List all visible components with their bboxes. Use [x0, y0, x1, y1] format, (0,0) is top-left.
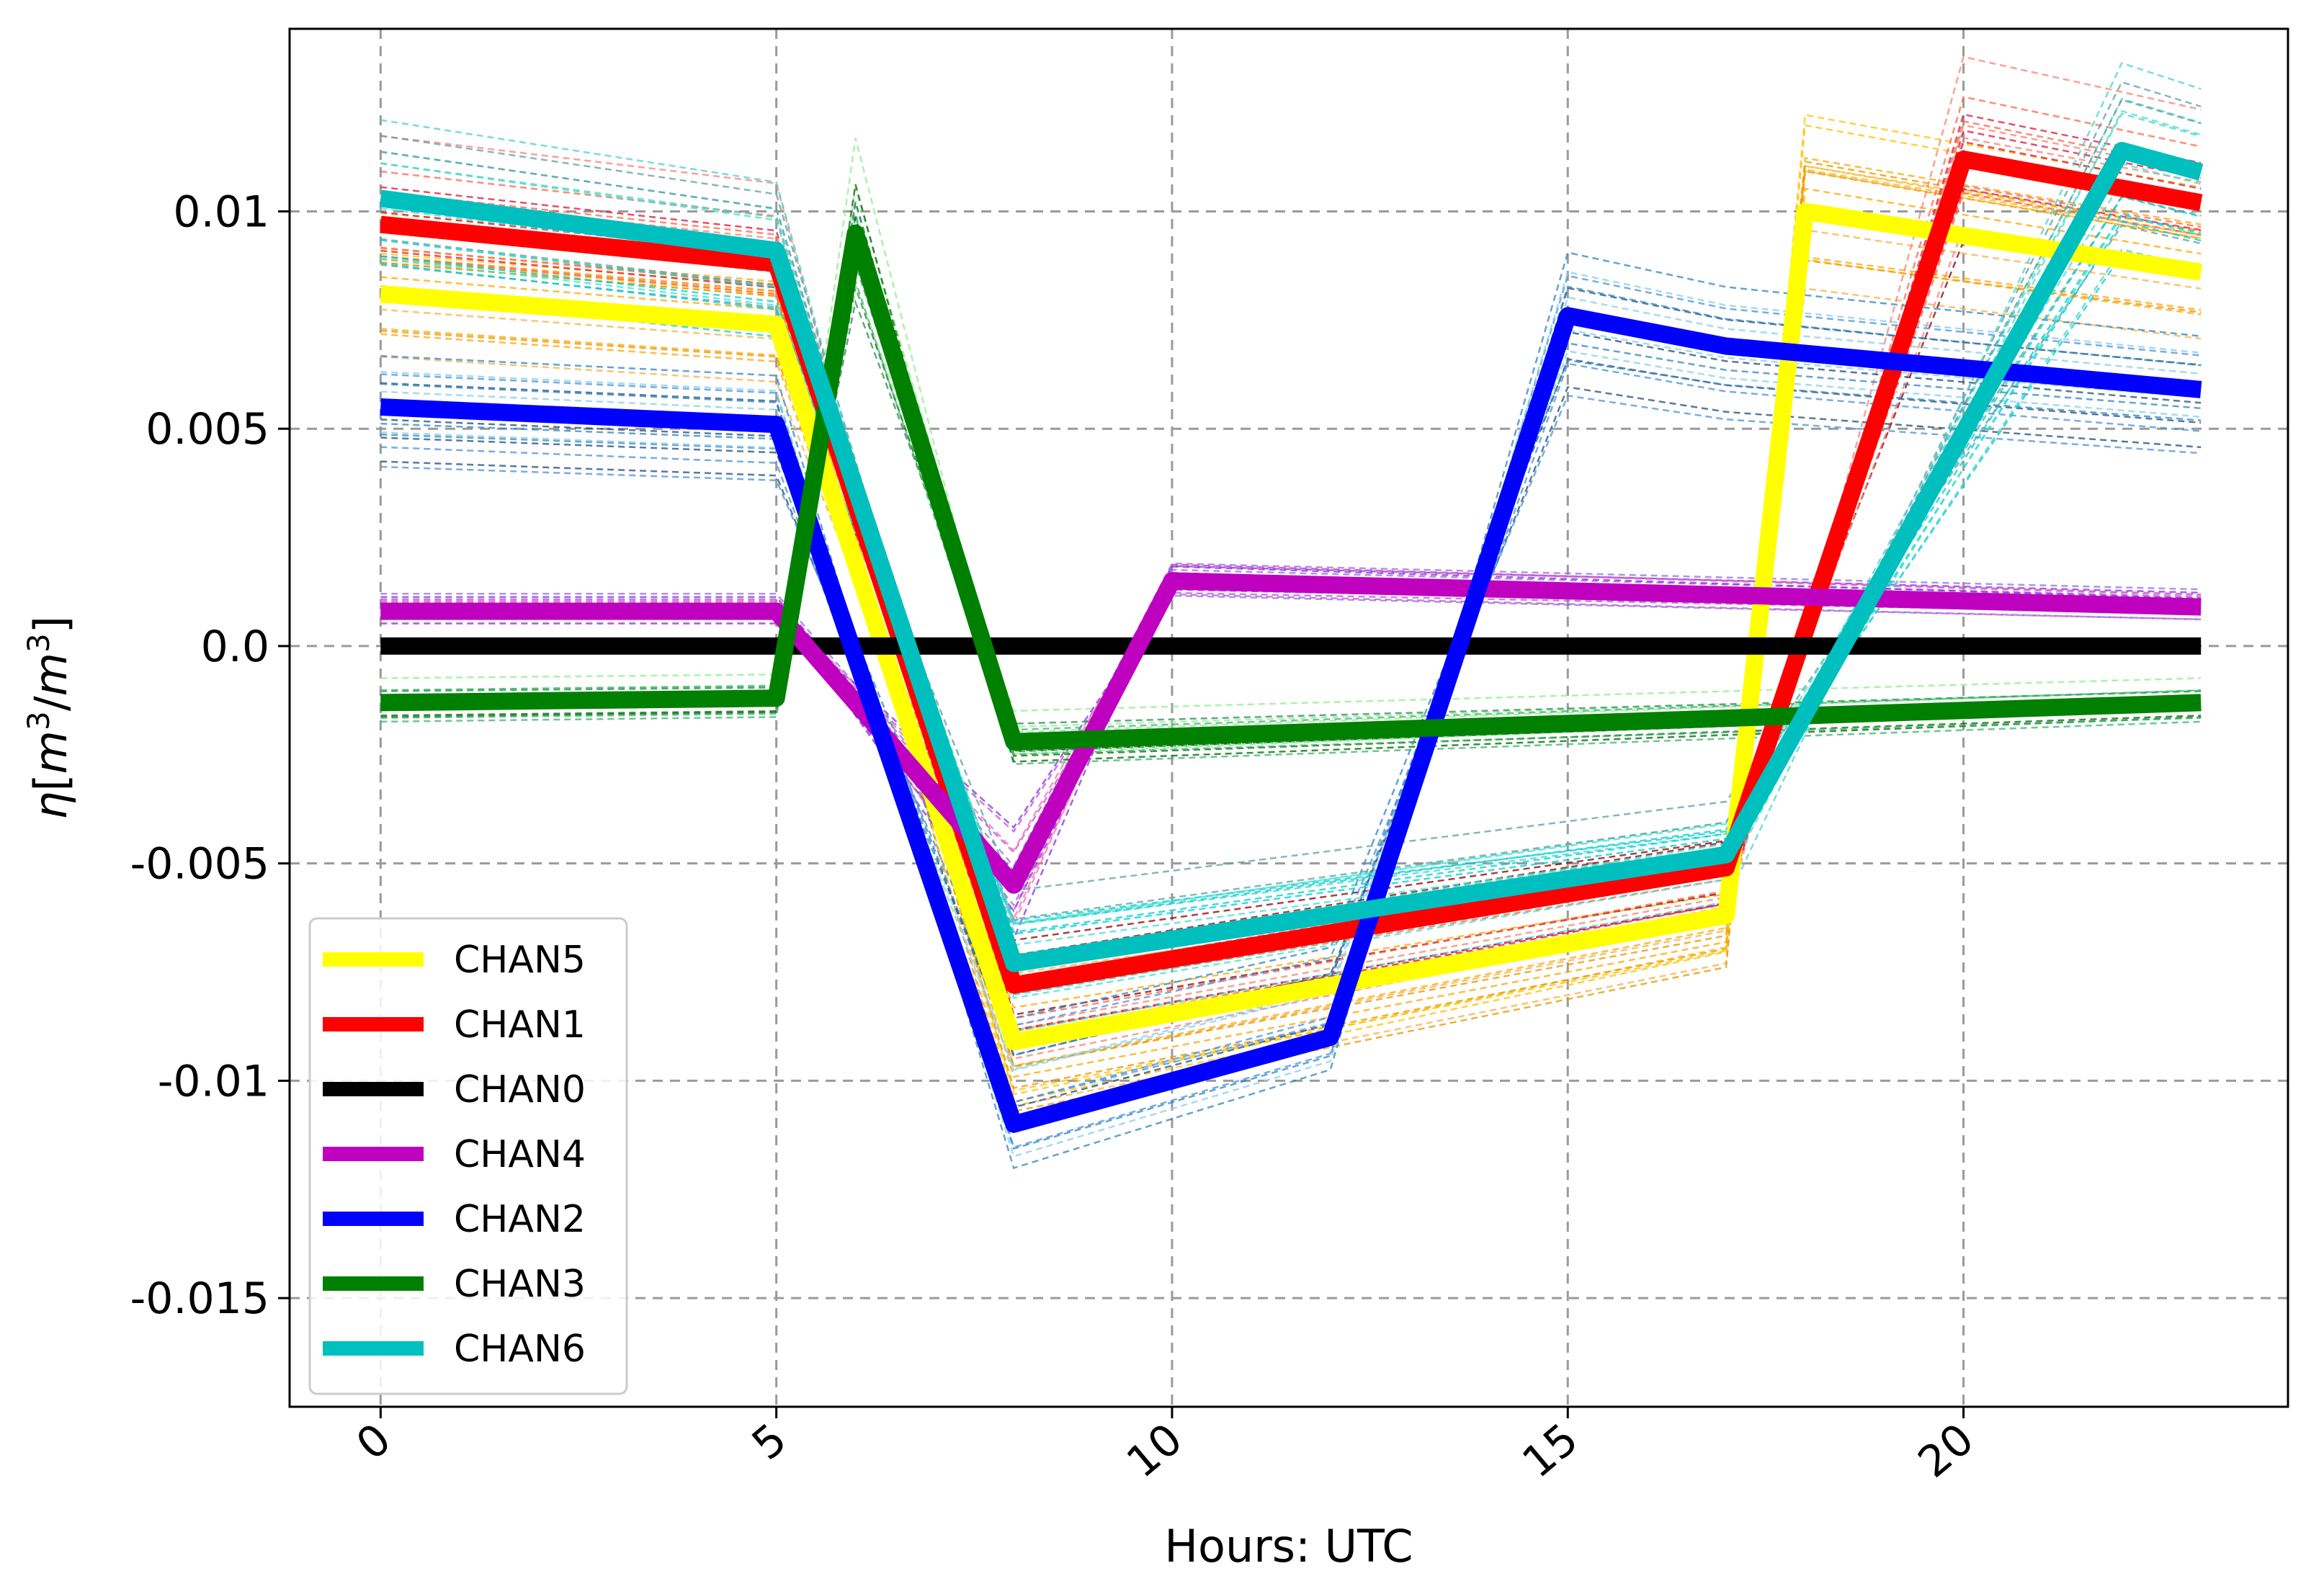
y-axis-unit-m2: m [24, 653, 77, 696]
y-tick-label: -0.015 [130, 1274, 269, 1324]
ensemble-line [380, 55, 2202, 1060]
ensemble-line [380, 113, 2202, 1036]
ensemble-line [380, 359, 2202, 1020]
ensemble-line [380, 120, 2202, 1019]
ensemble-line [380, 285, 2202, 1150]
y-tick-label: -0.005 [130, 839, 269, 890]
legend-label-chan3: CHAN3 [454, 1263, 586, 1306]
ensemble-line [380, 109, 2202, 999]
ensemble-line [380, 331, 2202, 1109]
ensemble-line [380, 220, 2202, 935]
ensemble-line [380, 224, 2202, 892]
x-axis-label: Hours: UTC [1164, 1520, 1413, 1571]
y-axis-symbol: η [24, 792, 77, 820]
ensemble-line [380, 256, 2202, 980]
ensemble-line [380, 259, 2202, 1009]
ensemble-line [380, 96, 2202, 1043]
ensemble-line [380, 114, 2202, 1103]
y-axis-bracket-open: [ [24, 774, 77, 791]
plot-area-frame [288, 27, 2289, 1408]
series-line-chan3 [380, 224, 2202, 751]
ensemble-line [380, 342, 2202, 1057]
legend-label-chan0: CHAN0 [454, 1068, 586, 1111]
ensemble-line [380, 187, 2202, 1078]
legend-label-chan4: CHAN4 [454, 1133, 586, 1176]
y-axis-unit-m: m [24, 730, 77, 774]
series-lines [379, 142, 2204, 1133]
ensemble-line [380, 165, 2202, 1047]
ensemble-line [380, 274, 2202, 1149]
ensemble-line [380, 162, 2202, 925]
series-line-chan4 [380, 572, 2202, 894]
ensemble-line [380, 386, 2202, 1047]
y-axis-exp: 3 [21, 711, 56, 730]
ensemble-line [380, 124, 2202, 1026]
legend-label-chan5: CHAN5 [454, 939, 586, 982]
ensemble-line [380, 213, 2202, 765]
ensemble-line [380, 563, 2202, 927]
y-tick-label: 0.01 [173, 187, 269, 237]
ensemble-line [380, 184, 2202, 763]
ensemble-line [380, 62, 2202, 1033]
ensemble-line [380, 160, 2202, 1113]
ensemble-line [380, 169, 2202, 1092]
ensemble-line [380, 563, 2202, 913]
ensemble-line [380, 81, 2202, 995]
y-axis-exp2: 3 [21, 633, 56, 653]
legend-label-chan2: CHAN2 [454, 1198, 586, 1241]
ensemble-line [380, 271, 2202, 1158]
ensemble-line [380, 249, 2202, 926]
ensemble-line [380, 230, 2202, 757]
ensemble-line [380, 299, 2202, 725]
ensemble-line [380, 168, 2202, 1068]
ensemble-line [380, 562, 2202, 868]
legend: CHAN5 CHAN1 CHAN0 CHAN4 CHAN2 CHAN3 CHAN6 [308, 917, 628, 1395]
legend-box [308, 917, 628, 1395]
series-line-chan5 [380, 202, 2203, 1051]
y-tick-label: 0.0 [201, 622, 269, 672]
svg-text:η[m3/m3]: η[m3/m3] [21, 616, 77, 820]
ensemble-line [380, 282, 2202, 712]
legend-label-chan6: CHAN6 [454, 1328, 586, 1371]
ensemble-line [380, 180, 2202, 924]
legend-label-chan1: CHAN1 [454, 1003, 586, 1047]
y-axis-bracket-close: ] [24, 616, 77, 633]
y-tick-label: -0.01 [158, 1056, 269, 1106]
y-axis-slash: / [24, 696, 77, 711]
series-line-chan2 [380, 307, 2202, 1133]
ensemble-line [380, 124, 2202, 1096]
ensemble-line [380, 156, 2202, 1067]
y-tick-label: 0.005 [146, 404, 269, 455]
series-line-chan6 [379, 142, 2204, 972]
y-axis-label: η[m3/m3] [21, 616, 77, 820]
ensemble-line [380, 216, 2202, 731]
